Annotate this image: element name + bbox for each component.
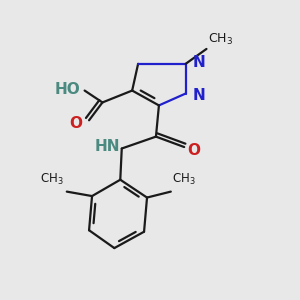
Text: CH$_3$: CH$_3$ [40,172,64,187]
Text: CH$_3$: CH$_3$ [172,172,196,187]
Text: O: O [70,116,83,131]
Text: HN: HN [95,139,120,154]
Text: N: N [192,88,205,103]
Text: N: N [192,55,205,70]
Text: CH$_3$: CH$_3$ [208,32,233,46]
Text: HO: HO [54,82,80,97]
Text: O: O [188,142,201,158]
